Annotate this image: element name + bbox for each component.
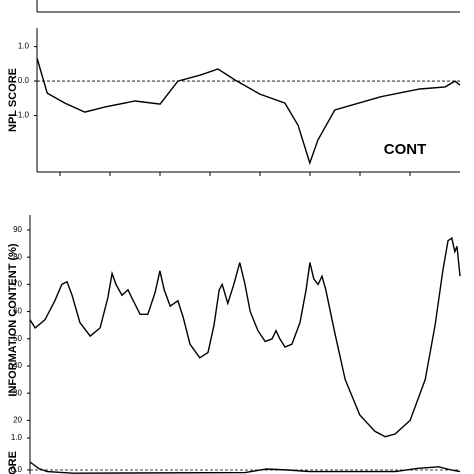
- data-line: [29, 461, 461, 474]
- y-tick-label: 50: [13, 334, 22, 343]
- y-tick-label: 80: [13, 252, 22, 261]
- data-line: [29, 236, 461, 438]
- y-tick-label: 0.0: [18, 76, 30, 85]
- x-ticks: [59, 172, 411, 176]
- y-tick-label: 40: [13, 361, 22, 370]
- y-tick-label: 0.0: [11, 465, 23, 474]
- y-axis-label: NPL SCORE: [7, 68, 19, 132]
- annotation: CONT: [384, 141, 427, 158]
- y-tick-label: 30: [13, 388, 22, 397]
- data-line: [36, 57, 461, 166]
- y-tick-label: 90: [13, 225, 22, 234]
- y-axis-label: INFORMATION CONTENT (%): [7, 243, 19, 397]
- y-tick-label: 60: [13, 307, 22, 316]
- y-axis-label: ORE: [7, 451, 19, 474]
- y-tick-label: 1.0: [18, 42, 30, 51]
- y-tick-label: 1.0: [11, 433, 23, 442]
- y-tick-label: 20: [13, 416, 22, 425]
- y-tick-label: 70: [13, 279, 22, 288]
- y-tick-label: -1.0: [15, 111, 29, 120]
